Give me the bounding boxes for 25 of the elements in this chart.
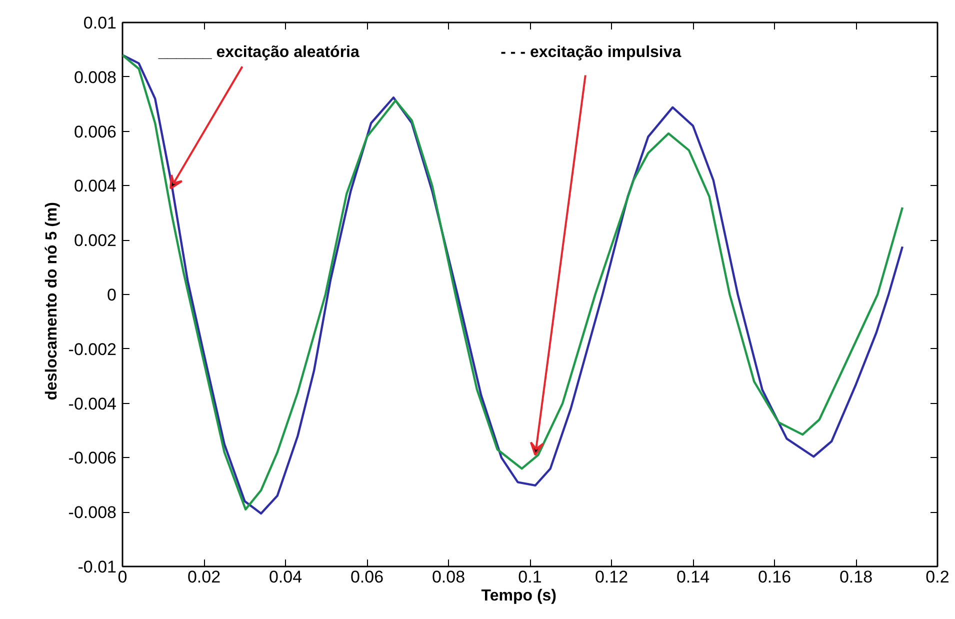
x-tick-label: 0.02 xyxy=(187,568,221,586)
y-tick-label: 0 xyxy=(107,286,117,304)
y-tick-label: -0.006 xyxy=(68,448,116,468)
y-tick-label: 0.004 xyxy=(74,176,117,196)
x-tick-label: 0.18 xyxy=(839,568,873,586)
y-tick-label: 0.006 xyxy=(74,122,117,142)
x-tick-label: 0.14 xyxy=(676,568,710,586)
annotation: ______ excitação aleatória xyxy=(157,44,360,61)
x-tick-label: 0.16 xyxy=(758,568,792,586)
y-axis-title: deslocamento do nó 5 (m) xyxy=(43,202,60,400)
x-tick-label: 0.12 xyxy=(594,568,628,586)
x-tick-label: 0.04 xyxy=(268,568,302,586)
y-tick-label: -0.01 xyxy=(78,558,116,576)
y-tick-label: -0.008 xyxy=(68,503,116,522)
x-tick-label: 0.2 xyxy=(926,568,950,586)
x-tick-label: 0.1 xyxy=(518,568,542,586)
annotation: - - - excitação impulsiva xyxy=(500,44,682,61)
y-tick-label: -0.004 xyxy=(68,394,116,414)
y-tick-label: -0.002 xyxy=(68,340,116,359)
x-axis-title: Tempo (s) xyxy=(481,588,557,604)
x-tick-label: 0.08 xyxy=(432,568,466,586)
x-tick-label: 0.06 xyxy=(350,568,384,586)
y-tick-label: 0.008 xyxy=(74,68,117,87)
y-tick-label: 0.01 xyxy=(83,14,117,32)
y-tick-label: 0.002 xyxy=(74,231,117,250)
